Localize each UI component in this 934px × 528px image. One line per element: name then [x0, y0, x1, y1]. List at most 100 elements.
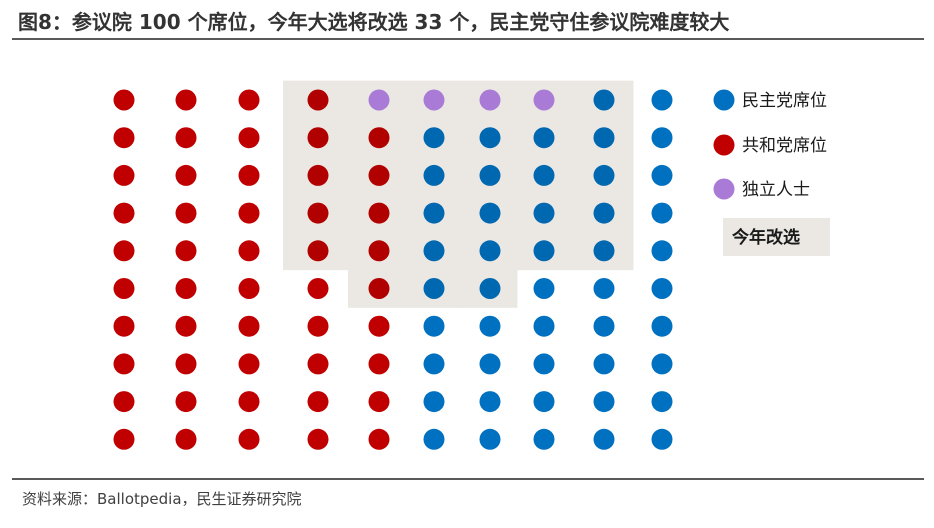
- seat-dot: [113, 127, 135, 149]
- seat-dot: [113, 202, 135, 224]
- seat-dot: [238, 164, 260, 186]
- seat-dot: [593, 428, 615, 450]
- seat-dot: [651, 391, 673, 413]
- seat-dot: [651, 240, 673, 262]
- seat-dot: [307, 428, 329, 450]
- seat-dot: [113, 240, 135, 262]
- seat-dot: [593, 89, 615, 111]
- seat-dot: [593, 353, 615, 375]
- seat-dot: [533, 202, 555, 224]
- seat-dot: [368, 164, 390, 186]
- seat-dot: [651, 428, 673, 450]
- seat-dot: [651, 164, 673, 186]
- seat-dot: [175, 353, 197, 375]
- seat-dot: [238, 278, 260, 299]
- seat-dot: [113, 89, 135, 111]
- legend-marker: [713, 89, 735, 111]
- seat-dot: [238, 89, 260, 111]
- seat-dot: [368, 127, 390, 149]
- source-divider: [12, 478, 924, 480]
- seat-dot: [479, 353, 501, 375]
- seat-dot: [423, 315, 445, 337]
- seat-dot: [307, 240, 329, 262]
- seat-dot: [423, 240, 445, 262]
- seat-dot: [533, 278, 555, 299]
- seat-dot: [175, 202, 197, 224]
- seat-dot: [113, 278, 135, 299]
- seat-dot: [423, 202, 445, 224]
- seat-dot: [423, 353, 445, 375]
- chart-title: 图8：参议院 100 个席位，今年大选将改选 33 个，民主党守住参议院难度较大: [18, 10, 730, 34]
- seat-dot: [423, 391, 445, 413]
- seat-dot: [307, 164, 329, 186]
- seat-dot: [533, 315, 555, 337]
- seat-dot: [175, 391, 197, 413]
- seat-dot: [307, 127, 329, 149]
- seat-dot: [533, 164, 555, 186]
- seat-dot: [368, 240, 390, 262]
- seat-dot: [238, 428, 260, 450]
- seat-dot: [368, 391, 390, 413]
- seat-dot: [238, 127, 260, 149]
- seat-dot: [238, 391, 260, 413]
- seat-dot: [533, 391, 555, 413]
- seat-dot: [307, 278, 329, 299]
- source-note: 资料来源：Ballotpedia，民生证券研究院: [22, 490, 302, 508]
- seat-dot: [175, 315, 197, 337]
- seat-dot: [307, 315, 329, 337]
- seat-dot: [479, 315, 501, 337]
- seat-dot: [479, 202, 501, 224]
- seat-dot: [651, 202, 673, 224]
- legend-marker: [713, 178, 735, 200]
- seat-dot: [593, 164, 615, 186]
- seat-dot: [368, 428, 390, 450]
- seat-dot: [533, 428, 555, 450]
- seat-dot: [238, 353, 260, 375]
- legend-label: 独立人士: [742, 180, 810, 200]
- seat-dot: [175, 164, 197, 186]
- seat-dot: [175, 240, 197, 262]
- seat-dot: [307, 202, 329, 224]
- seat-dot: [307, 353, 329, 375]
- seat-dot: [368, 89, 390, 111]
- seat-dot: [593, 278, 615, 299]
- seat-dot: [651, 127, 673, 149]
- seat-dot: [593, 240, 615, 262]
- seat-dot: [651, 89, 673, 111]
- seat-dot: [238, 315, 260, 337]
- legend-marker: [713, 134, 735, 156]
- seat-dot: [479, 164, 501, 186]
- seat-dot: [113, 353, 135, 375]
- seat-dot: [479, 89, 501, 111]
- seat-dot: [113, 315, 135, 337]
- seat-dot: [113, 391, 135, 413]
- title-divider: [12, 38, 924, 40]
- seat-dot: [423, 89, 445, 111]
- seat-dot: [651, 278, 673, 299]
- seat-dot: [307, 391, 329, 413]
- seat-dot: [113, 428, 135, 450]
- seat-dot: [533, 127, 555, 149]
- seat-dot: [368, 278, 390, 299]
- seat-dot: [479, 428, 501, 450]
- seat-dot: [533, 89, 555, 111]
- seat-dot: [533, 240, 555, 262]
- seat-dot: [368, 202, 390, 224]
- legend-label: 民主党席位: [742, 91, 827, 111]
- seat-dot: [479, 127, 501, 149]
- seat-dot: [423, 428, 445, 450]
- seat-dot: [651, 353, 673, 375]
- seat-dot: [651, 315, 673, 337]
- legend-highlight-swatch: [723, 218, 830, 256]
- seat-dot: [593, 202, 615, 224]
- seat-dot: [175, 278, 197, 299]
- seat-dot: [175, 428, 197, 450]
- election-highlight: [283, 80, 634, 308]
- seat-dot: [238, 240, 260, 262]
- seat-dot: [423, 164, 445, 186]
- seat-dot: [238, 202, 260, 224]
- seat-dot: [593, 391, 615, 413]
- seat-dot: [479, 391, 501, 413]
- seat-dot: [423, 127, 445, 149]
